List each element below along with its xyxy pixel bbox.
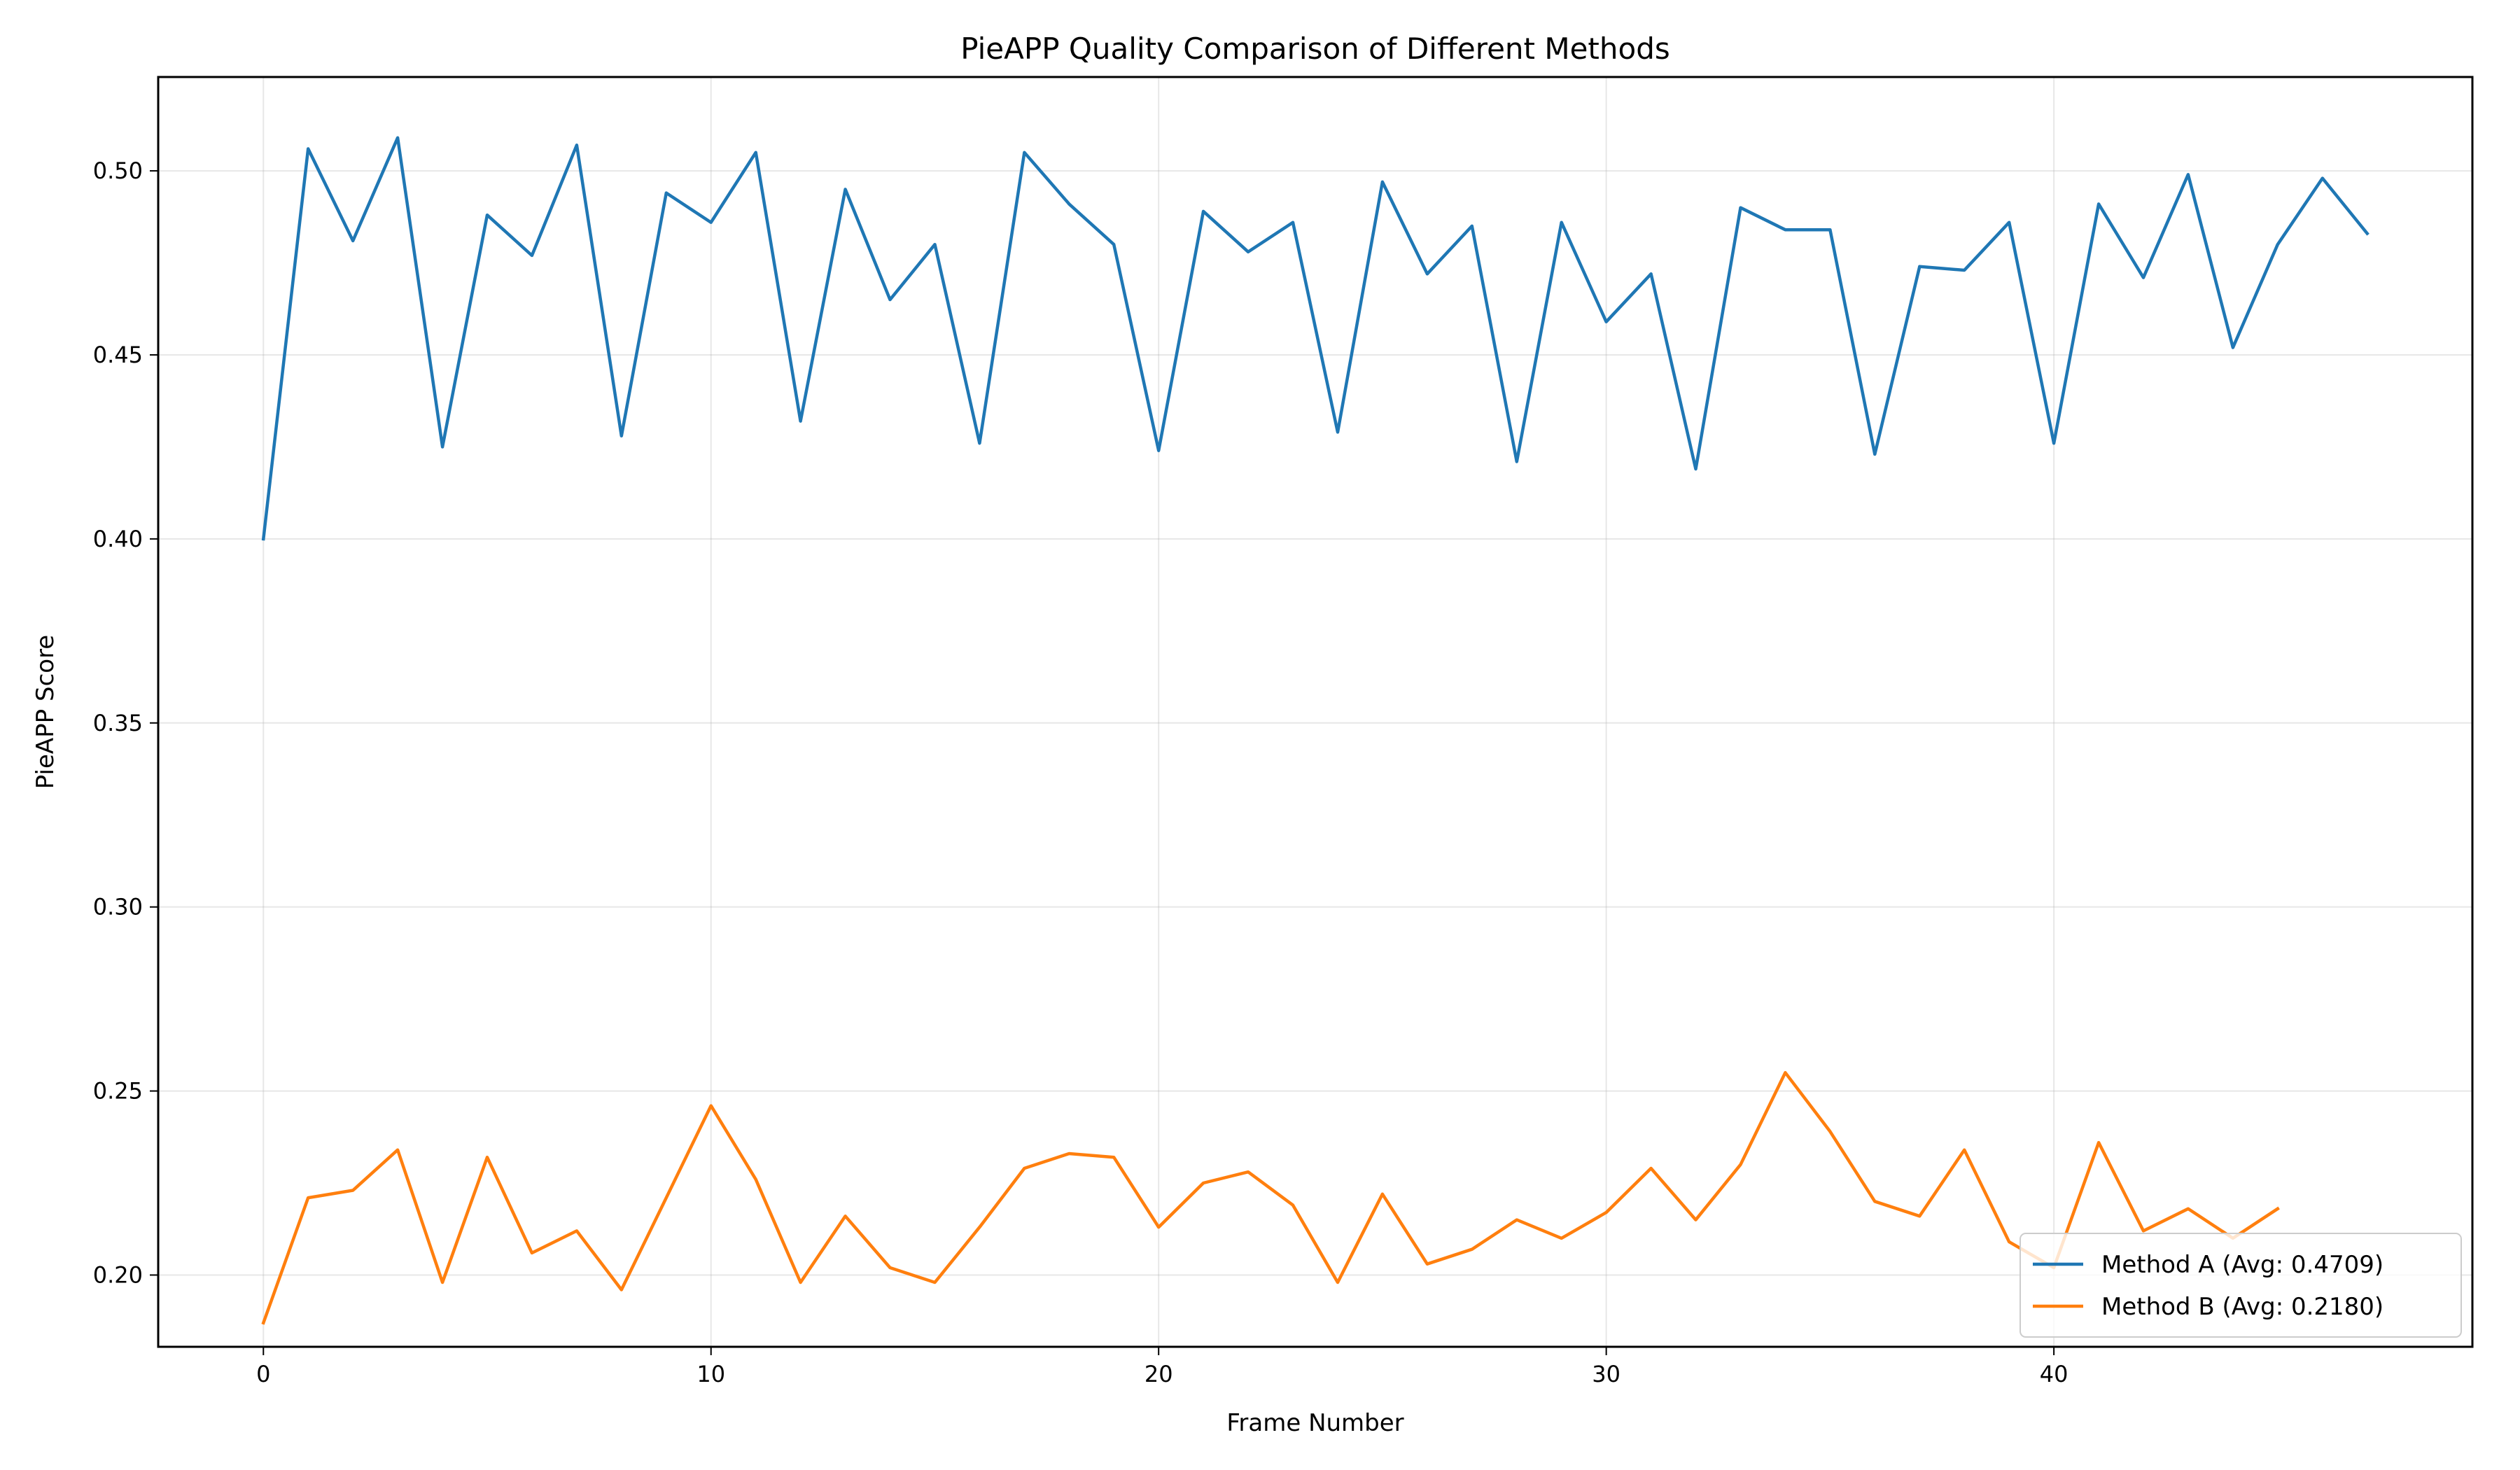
series-line-0 [261,136,2370,541]
x-tick-label: 20 [1144,1361,1173,1387]
grid [158,77,2472,1347]
y-tick-label: 0.45 [93,342,143,368]
x-tick-label: 0 [256,1361,270,1387]
plot-frame [157,76,2474,1348]
y-tick-label: 0.25 [93,1078,143,1105]
x-axis-title: Frame Number [1226,1409,1404,1437]
series-layer [261,136,2370,1325]
x-tick-label: 10 [696,1361,725,1387]
legend-label-1: Method B (Avg: 0.2180) [2101,1293,2384,1321]
y-tick-label: 0.50 [93,158,143,184]
x-tick-label: 40 [2040,1361,2068,1387]
legend: Method A (Avg: 0.4709) Method B (Avg: 0.2… [2019,1233,2462,1338]
y-axis-title: PieAPP Score [31,635,59,789]
series-line-1 [261,1071,2280,1325]
y-tick-label: 0.30 [93,894,143,920]
x-tick-label: 30 [1592,1361,1620,1387]
y-tick-label: 0.40 [93,526,143,552]
legend-label-0: Method A (Avg: 0.4709) [2101,1251,2384,1279]
y-tick-label: 0.35 [93,710,143,736]
chart-title: PieAPP Quality Comparison of Different M… [960,31,1670,66]
legend-box [2019,1233,2462,1338]
ticks: 0 10 20 30 40 0.20 0.25 0.30 0.35 0.40 0.45 0.50 [93,158,2068,1387]
y-tick-label: 0.20 [93,1261,143,1288]
